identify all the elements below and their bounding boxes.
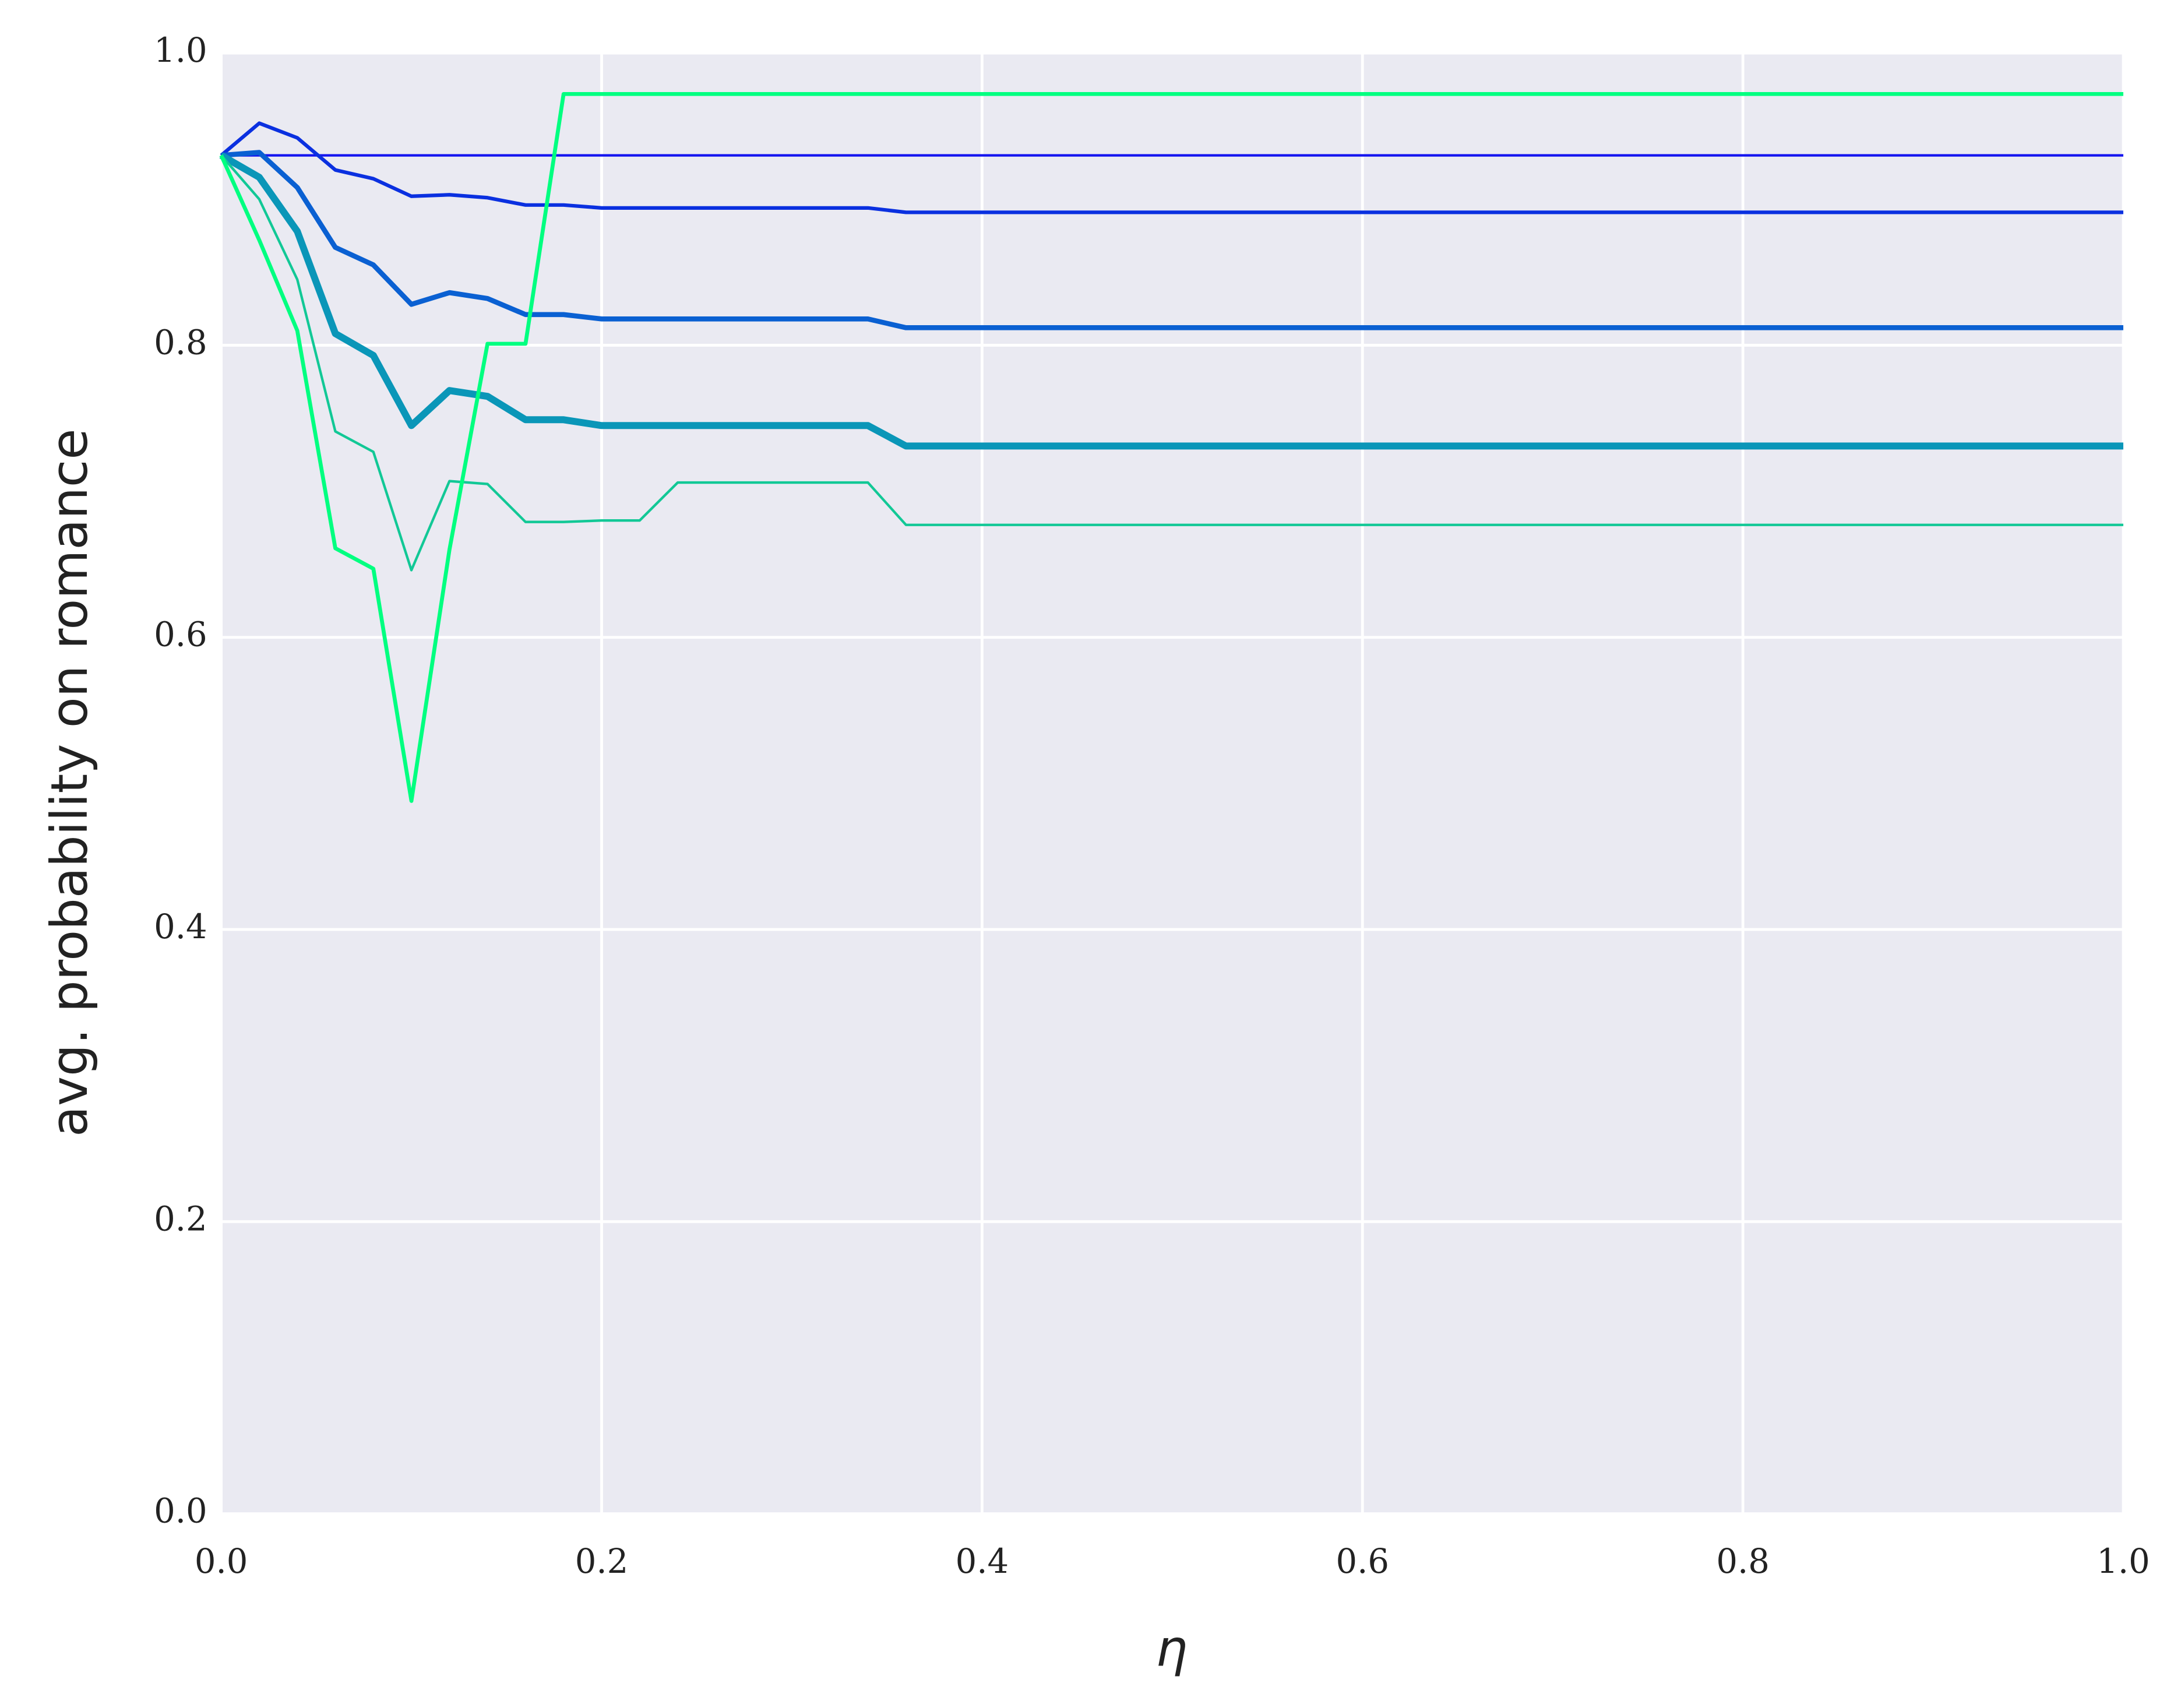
x-tick-label: 1.0	[2097, 1542, 2150, 1581]
y-tick-label: 0.2	[154, 1199, 207, 1238]
y-tick-label: 0.4	[154, 907, 207, 946]
series-line	[220, 121, 2124, 214]
y-tick-label: 0.0	[154, 1492, 207, 1531]
series-line	[221, 150, 2124, 330]
x-tick-label: 0.4	[956, 1542, 1009, 1581]
y-tick-label: 0.8	[154, 323, 207, 362]
x-tick-label: 0.0	[195, 1542, 248, 1581]
x-tick-label: 0.8	[1716, 1542, 1770, 1581]
plot-area	[221, 53, 2124, 1514]
y-tick-label: 0.6	[154, 615, 207, 654]
grid	[220, 51, 2125, 1516]
y-axis-label: avg. probability on romance	[41, 428, 99, 1136]
series-line	[220, 154, 2124, 572]
series-line	[219, 152, 2124, 450]
series-line	[219, 91, 2124, 803]
lines	[219, 91, 2124, 803]
x-tick-label: 0.6	[1336, 1542, 1389, 1581]
x-tick-label: 0.2	[575, 1542, 629, 1581]
y-tick-label: 1.0	[154, 31, 207, 70]
x-axis-label: η	[1155, 1619, 1188, 1678]
